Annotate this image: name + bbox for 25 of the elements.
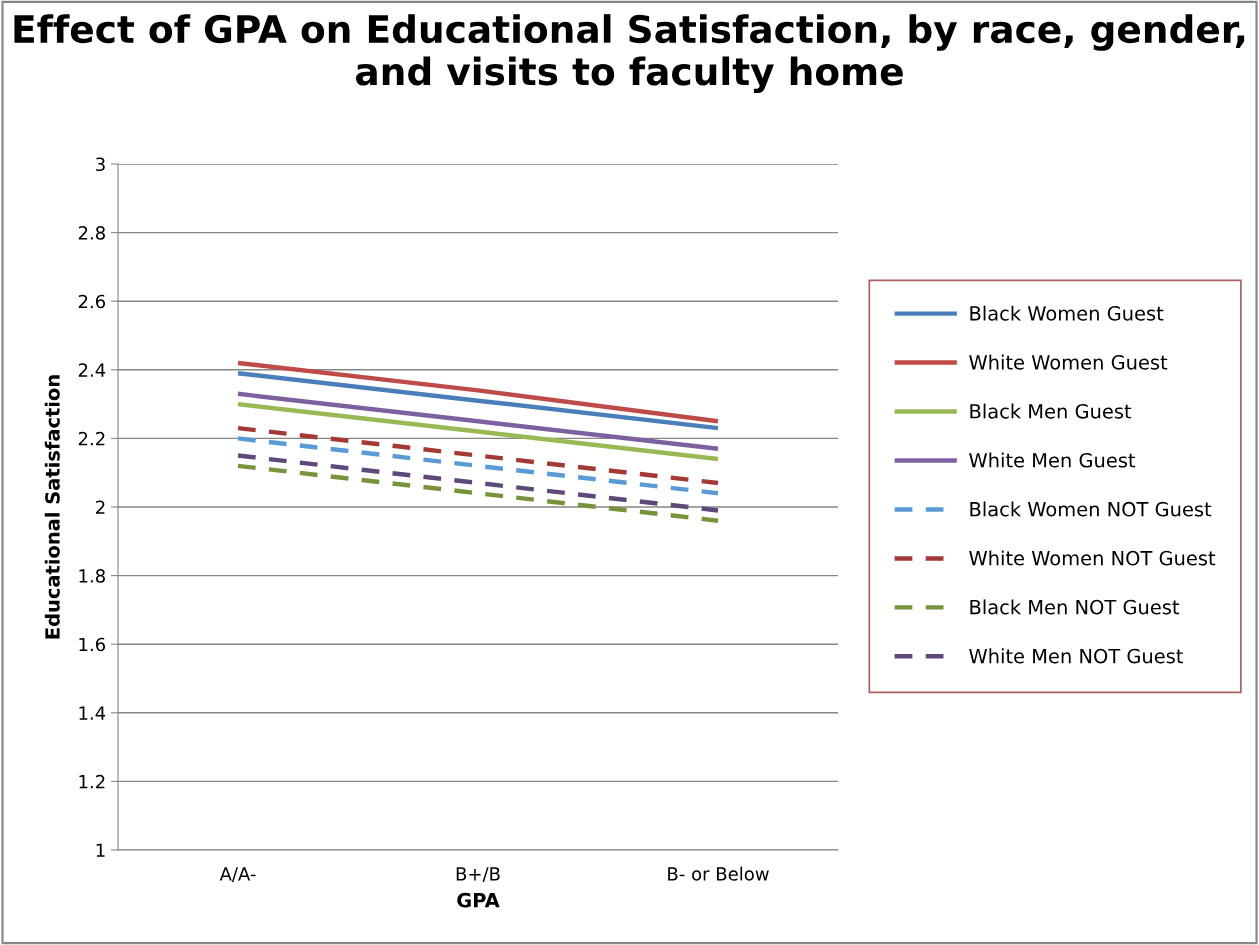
legend-label: White Men NOT Guest <box>969 648 1183 664</box>
legend-label: White Women NOT Guest <box>969 550 1216 566</box>
x-tick-label: A/A- <box>219 867 256 883</box>
x-tick-label: B- or Below <box>668 866 769 881</box>
legend-label: Black Men Guest <box>970 403 1132 419</box>
legend-label: White Men Guest <box>969 452 1136 468</box>
y-tick-label: 1.6 <box>79 637 106 652</box>
y-tick-label: 2 <box>96 500 105 514</box>
y-tick-label: 1.8 <box>79 569 105 583</box>
legend-label: Black Women Guest <box>970 305 1164 321</box>
y-tick-label: 1.4 <box>79 706 106 720</box>
y-axis-title: Educational Satisfaction <box>44 375 60 639</box>
y-tick-label: 2.4 <box>78 363 106 377</box>
y-tick-label: 2.8 <box>78 226 105 240</box>
y-tick-label: 3 <box>96 157 105 172</box>
y-tick-label: 1.2 <box>79 774 105 789</box>
y-tick-label: 1 <box>96 843 105 857</box>
legend-label: White Women Guest <box>969 354 1168 370</box>
x-axis-title: GPA <box>457 892 500 908</box>
chart-title: Effect of GPA on Educational Satisfaction, by race, gender, and visits to faculty home <box>14 14 1245 94</box>
legend-label: Black Women NOT Guest <box>970 501 1212 517</box>
x-tick-label: B+/B <box>456 867 500 883</box>
y-tick-label: 2.6 <box>78 294 106 309</box>
legend-label: Black Men NOT Guest <box>970 599 1180 615</box>
y-tick-label: 2.2 <box>78 431 105 446</box>
